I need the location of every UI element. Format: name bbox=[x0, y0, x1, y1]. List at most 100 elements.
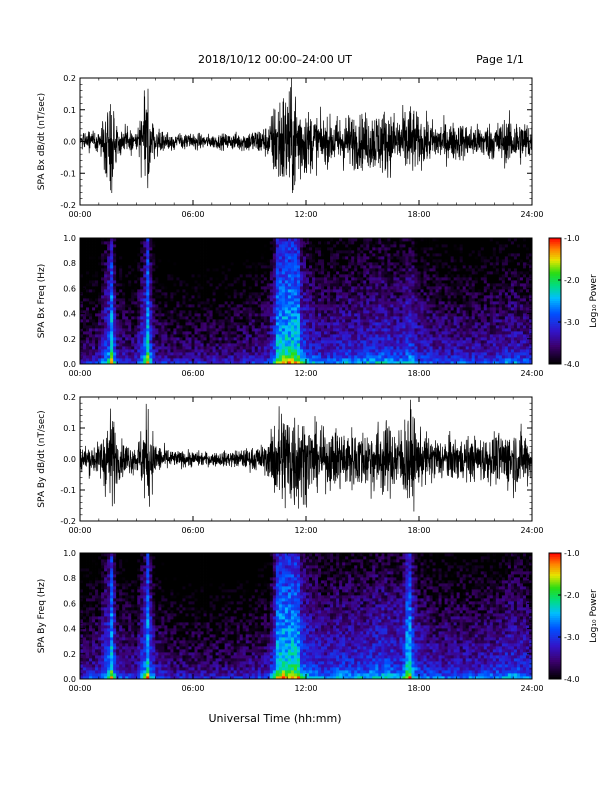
heatmap-cell bbox=[408, 274, 412, 278]
heatmap-cell bbox=[426, 337, 430, 341]
heatmap-cell bbox=[242, 316, 247, 320]
heatmap-cell bbox=[110, 349, 114, 353]
heatmap-cell bbox=[224, 289, 229, 293]
heatmap-cell bbox=[251, 301, 256, 305]
heatmap-cell bbox=[414, 310, 418, 314]
heatmap-cell bbox=[315, 280, 319, 284]
heatmap-cell bbox=[113, 280, 117, 284]
heatmap-cell bbox=[423, 325, 427, 329]
heatmap-cell bbox=[203, 337, 207, 341]
heatmap-cell bbox=[251, 277, 256, 281]
heatmap-cell bbox=[197, 334, 201, 338]
heatmap-cell bbox=[348, 346, 352, 350]
heatmap-cell bbox=[299, 304, 304, 308]
heatmap-cell bbox=[167, 250, 171, 254]
heatmap-cell bbox=[83, 289, 87, 293]
heatmap-cell bbox=[251, 265, 256, 269]
heatmap-cell bbox=[113, 259, 117, 263]
heatmap-cell bbox=[387, 277, 391, 281]
heatmap-cell bbox=[83, 292, 87, 296]
heatmap-cell bbox=[296, 319, 301, 323]
heatmap-cell bbox=[182, 274, 186, 278]
heatmap-cell bbox=[176, 283, 180, 287]
heatmap-cell bbox=[272, 307, 277, 311]
heatmap-cell bbox=[287, 238, 292, 242]
heatmap-cell bbox=[318, 271, 322, 275]
heatmap-cell bbox=[128, 310, 132, 314]
heatmap-cell bbox=[290, 256, 295, 260]
heatmap-cell bbox=[263, 328, 268, 332]
heatmap-cell bbox=[296, 280, 301, 284]
heatmap-cell bbox=[89, 352, 93, 356]
heatmap-cell bbox=[342, 274, 346, 278]
heatmap-cell bbox=[137, 259, 141, 263]
heatmap-cell bbox=[110, 352, 114, 356]
heatmap-cell bbox=[158, 286, 162, 290]
heatmap-cell bbox=[324, 355, 328, 359]
heatmap-cell bbox=[354, 265, 358, 269]
heatmap-cell bbox=[242, 289, 247, 293]
heatmap-cell bbox=[83, 241, 87, 245]
heatmap-cell bbox=[269, 337, 274, 341]
heatmap-cell bbox=[369, 325, 373, 329]
heatmap-cell bbox=[128, 319, 132, 323]
heatmap-cell bbox=[101, 352, 105, 356]
heatmap-cell bbox=[179, 310, 183, 314]
heatmap-cell bbox=[248, 253, 253, 257]
heatmap-cell bbox=[155, 292, 159, 296]
heatmap-cell bbox=[95, 331, 99, 335]
heatmap-cell bbox=[86, 355, 90, 359]
heatmap-cell bbox=[420, 259, 424, 263]
heatmap-cell bbox=[230, 283, 235, 287]
heatmap-cell bbox=[372, 277, 376, 281]
heatmap-cell bbox=[104, 337, 108, 341]
heatmap-cell bbox=[290, 268, 295, 272]
heatmap-cell bbox=[107, 253, 111, 257]
heatmap-cell bbox=[396, 346, 400, 350]
heatmap-cell bbox=[134, 259, 138, 263]
heatmap-cell bbox=[384, 265, 388, 269]
heatmap-cell bbox=[269, 250, 274, 254]
heatmap-cell bbox=[221, 304, 226, 308]
heatmap-cell bbox=[411, 277, 415, 281]
heatmap-cell bbox=[354, 331, 358, 335]
heatmap-cell bbox=[423, 271, 427, 275]
heatmap-cell bbox=[351, 313, 355, 317]
heatmap-cell bbox=[266, 286, 271, 290]
heatmap-cell bbox=[206, 298, 210, 302]
heatmap-cell bbox=[242, 268, 247, 272]
heatmap-cell bbox=[299, 256, 304, 260]
heatmap-cell bbox=[107, 238, 111, 242]
heatmap-cell bbox=[152, 313, 156, 317]
heatmap-cell bbox=[354, 262, 358, 266]
heatmap-cell bbox=[233, 298, 238, 302]
heatmap-cell bbox=[125, 298, 129, 302]
heatmap-cell bbox=[131, 238, 135, 242]
heatmap-cell bbox=[164, 271, 168, 275]
heatmap-cell bbox=[179, 262, 183, 266]
heatmap-cell bbox=[393, 361, 397, 365]
heatmap-cell bbox=[158, 337, 162, 341]
heatmap-cell bbox=[369, 340, 373, 344]
heatmap-cell bbox=[417, 304, 421, 308]
heatmap-cell bbox=[342, 304, 346, 308]
heatmap-cell bbox=[351, 301, 355, 305]
heatmap-cell bbox=[414, 346, 418, 350]
heatmap-cell bbox=[423, 346, 427, 350]
heatmap-cell bbox=[221, 268, 226, 272]
heatmap-cell bbox=[251, 310, 256, 314]
heatmap-cell bbox=[104, 280, 108, 284]
heatmap-cell bbox=[272, 283, 277, 287]
heatmap-cell bbox=[104, 313, 108, 317]
heatmap-cell bbox=[405, 247, 409, 251]
heatmap-cell bbox=[381, 277, 385, 281]
heatmap-cell bbox=[230, 325, 235, 329]
heatmap-cell bbox=[296, 292, 301, 296]
heatmap-cell bbox=[414, 256, 418, 260]
heatmap-cell bbox=[348, 289, 352, 293]
heatmap-cell bbox=[203, 259, 207, 263]
heatmap-cell bbox=[152, 301, 156, 305]
heatmap-cell bbox=[414, 331, 418, 335]
heatmap-cell bbox=[315, 247, 319, 251]
heatmap-cell bbox=[269, 280, 274, 284]
